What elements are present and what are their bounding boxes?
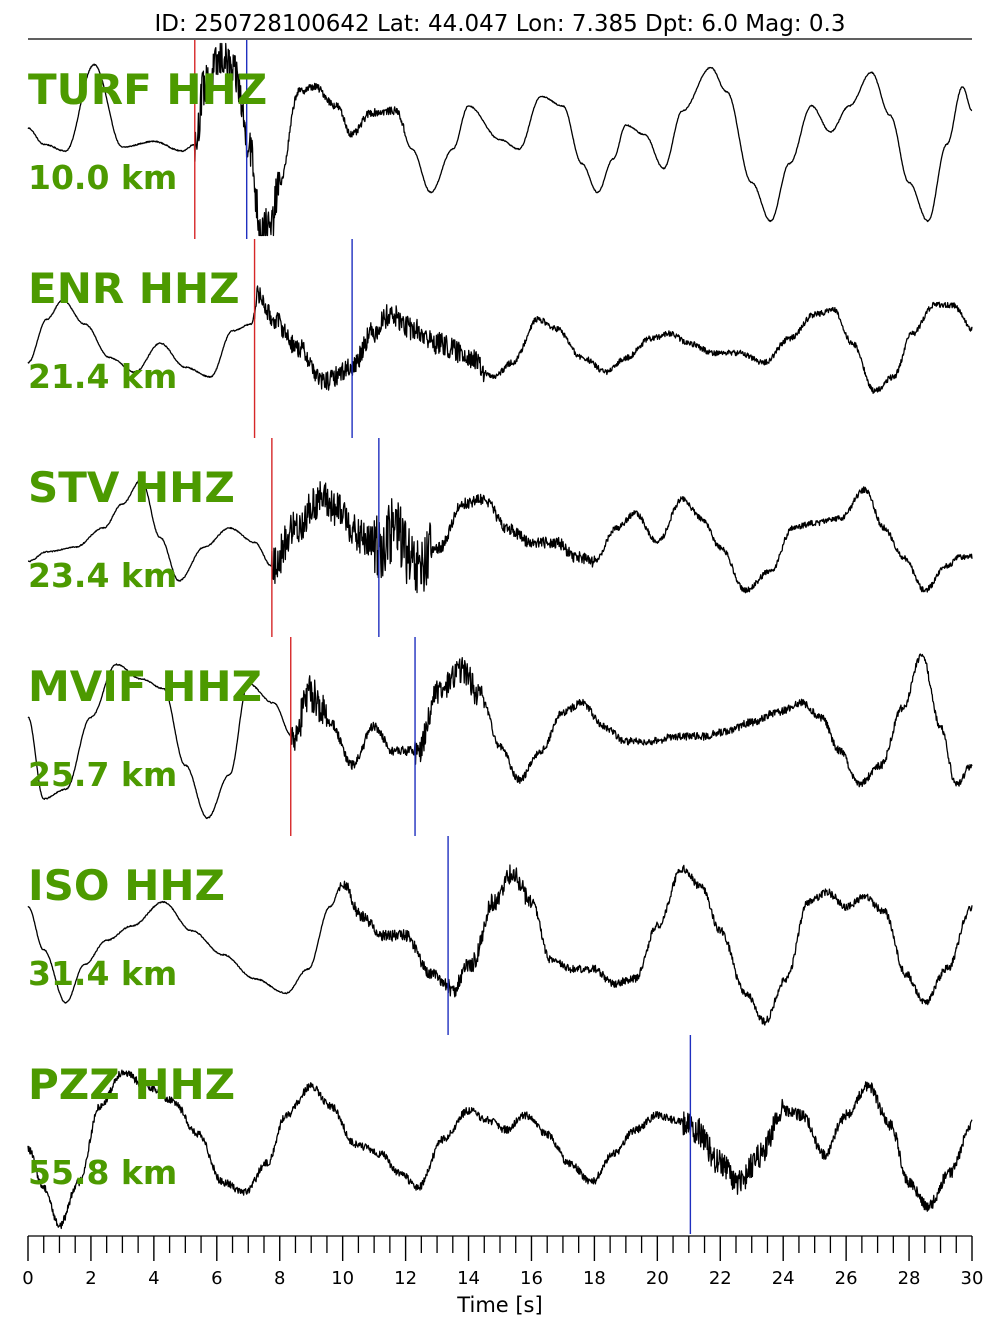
station-label: ENR HHZ <box>28 264 240 313</box>
waveform-trace <box>27 42 973 237</box>
x-tick-label: 12 <box>394 1268 417 1289</box>
trace-panels: TURF HHZ 10.0 km ENR HHZ 21.4 km STV HHZ 23.4… <box>27 40 973 1234</box>
x-tick-label: 18 <box>583 1268 606 1289</box>
x-tick-label: 2 <box>85 1268 96 1289</box>
trace-panel: ISO HHZ 31.4 km <box>27 836 973 1035</box>
trace-panel: STV HHZ 23.4 km <box>27 438 973 637</box>
station-label: STV HHZ <box>28 463 235 512</box>
trace-panel: MVIF HHZ 25.7 km <box>27 637 973 836</box>
x-tick-label: 10 <box>331 1268 354 1289</box>
x-tick-label: 20 <box>646 1268 669 1289</box>
distance-label: 55.8 km <box>28 1153 177 1192</box>
x-tick-label: 26 <box>835 1268 858 1289</box>
x-tick-label: 8 <box>274 1268 285 1289</box>
distance-label: 10.0 km <box>28 158 177 197</box>
waveform-trace <box>27 285 973 394</box>
x-tick-label: 16 <box>520 1268 543 1289</box>
station-label: PZZ HHZ <box>28 1060 235 1109</box>
distance-label: 23.4 km <box>28 556 177 595</box>
x-tick-label: 28 <box>898 1268 921 1289</box>
time-axis: 0 2 4 6 8 10 12 14 16 18 20 22 24 26 28 30 <box>22 1235 984 1289</box>
x-tick-label: 0 <box>22 1268 33 1289</box>
waveform-trace <box>27 1069 973 1230</box>
x-tick-label: 24 <box>772 1268 795 1289</box>
station-label: ISO HHZ <box>28 861 225 910</box>
x-tick-label: 4 <box>148 1268 159 1289</box>
trace-panel: ENR HHZ 21.4 km <box>27 239 973 438</box>
distance-label: 21.4 km <box>28 357 177 396</box>
station-label: TURF HHZ <box>28 65 267 114</box>
waveform-trace <box>27 653 973 820</box>
x-axis-title: Time [s] <box>456 1293 542 1317</box>
distance-label: 31.4 km <box>28 954 177 993</box>
x-tick-label: 6 <box>211 1268 222 1289</box>
distance-label: 25.7 km <box>28 755 177 794</box>
event-header: ID: 250728100642 Lat: 44.047 Lon: 7.385 … <box>155 11 846 37</box>
waveform-trace <box>27 479 973 594</box>
trace-panel: PZZ HHZ 55.8 km <box>27 1035 973 1234</box>
x-tick-label: 30 <box>961 1268 984 1289</box>
x-tick-label: 22 <box>709 1268 732 1289</box>
station-label: MVIF HHZ <box>28 662 262 711</box>
trace-panel: TURF HHZ 10.0 km <box>27 40 973 239</box>
x-tick-label: 14 <box>457 1268 480 1289</box>
waveform-trace <box>27 864 973 1026</box>
